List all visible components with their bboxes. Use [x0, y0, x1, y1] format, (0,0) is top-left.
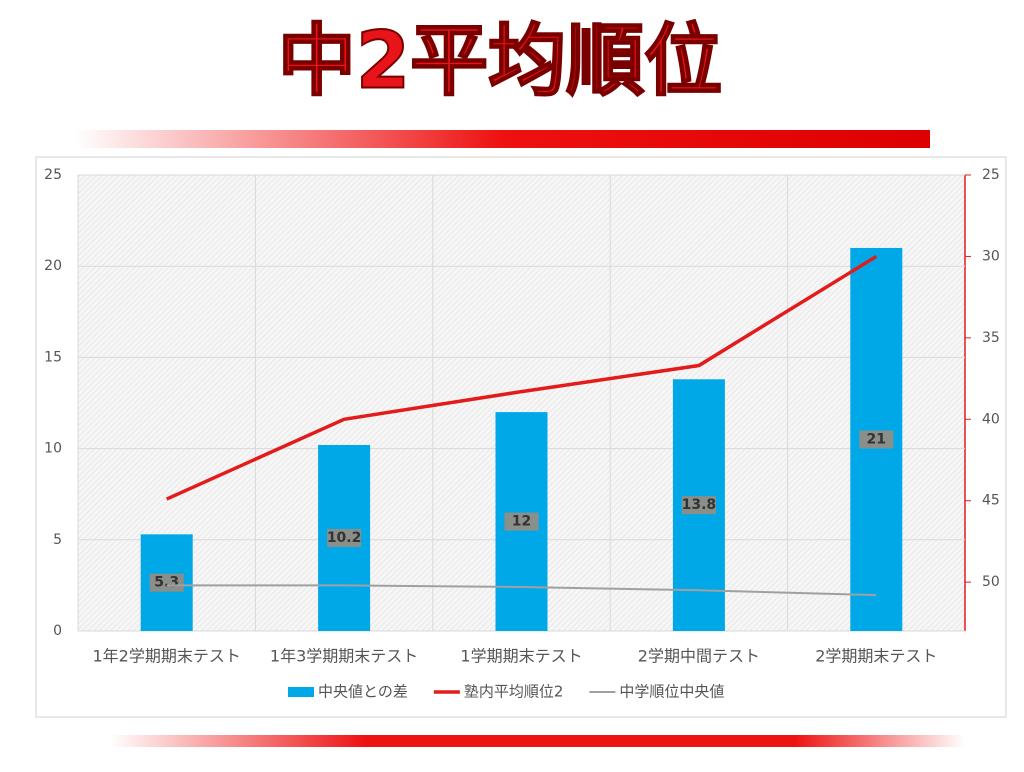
- y2-tick-label: 25: [982, 167, 1000, 183]
- data-label-box: [327, 528, 362, 547]
- line: [165, 254, 878, 501]
- legend-swatch: [288, 687, 314, 697]
- data-label-box: [859, 430, 894, 449]
- legend-label: 中学順位中央値: [619, 683, 724, 701]
- y2-tick-label: 30: [982, 248, 1000, 264]
- chart-title: 中2平均順位: [278, 16, 722, 106]
- data-label: 12: [512, 514, 531, 530]
- data-label-box: [681, 496, 716, 515]
- x-tick-label: 2学期中間テスト: [638, 647, 760, 666]
- y-tick-label: 5: [53, 532, 62, 548]
- data-label: 21: [867, 431, 886, 447]
- data-label: 10.2: [327, 530, 362, 546]
- y2-tick-label: 35: [982, 330, 1000, 346]
- x-tick-label: 2学期期末テスト: [815, 647, 937, 666]
- decor-bar: [110, 735, 965, 747]
- legend-label: 塾内平均順位2: [464, 683, 564, 701]
- y-tick-label: 10: [44, 441, 62, 457]
- x-tick-label: 1年2学期期末テスト: [93, 647, 241, 666]
- y-tick-label: 25: [44, 167, 62, 183]
- y-tick-label: 15: [44, 349, 62, 365]
- data-label-box: [149, 573, 184, 592]
- data-label-box: [504, 512, 539, 531]
- x-tick-label: 1学期期末テスト: [460, 647, 582, 666]
- y2-tick-label: 50: [982, 574, 1000, 590]
- y2-tick-label: 40: [982, 411, 1000, 427]
- y-tick-label: 20: [44, 258, 62, 274]
- y-tick-label: 0: [53, 623, 62, 639]
- decor-bar: [75, 130, 930, 148]
- data-label: 13.8: [682, 497, 717, 513]
- data-label: 5.3: [154, 575, 179, 591]
- x-tick-label: 1年3学期期末テスト: [270, 647, 418, 666]
- legend-label: 中央値との差: [318, 683, 408, 701]
- line: [166, 584, 877, 597]
- y2-tick-label: 45: [982, 493, 1000, 509]
